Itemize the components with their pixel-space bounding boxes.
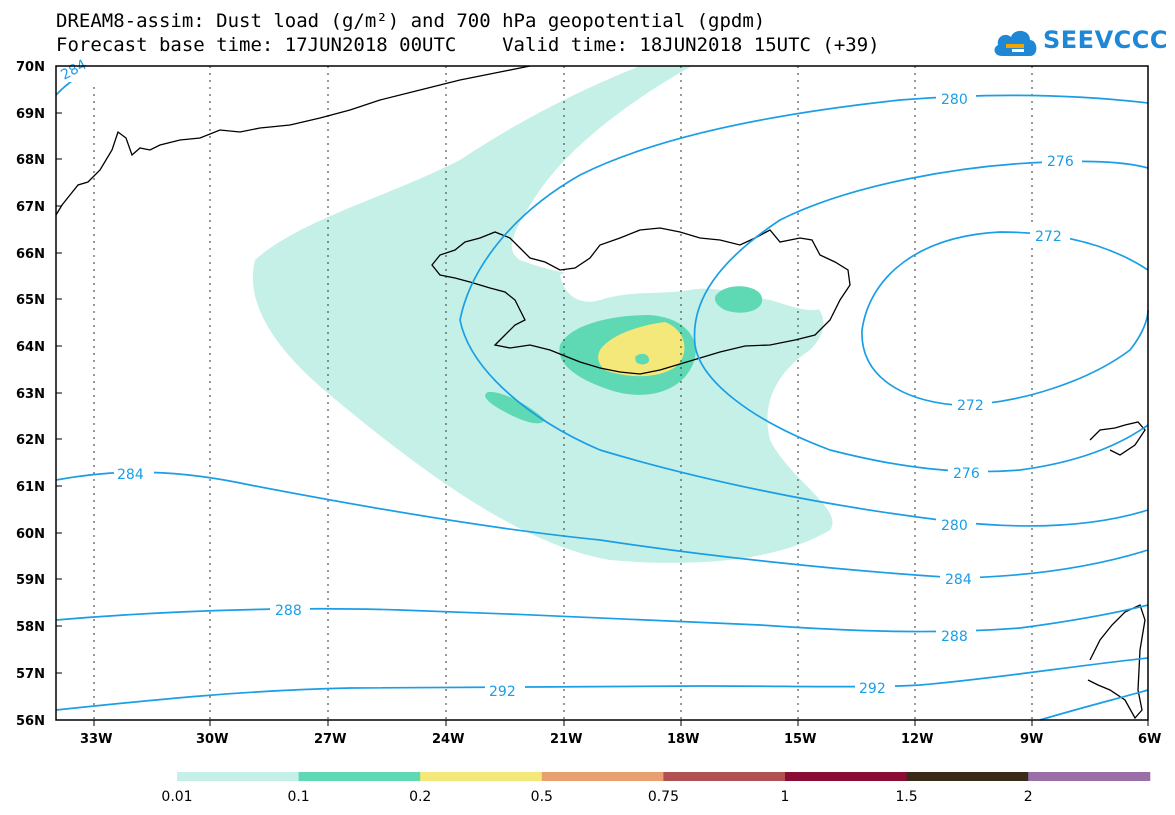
dust-area-mid-pocket xyxy=(635,353,650,365)
lat-label: 64N xyxy=(16,340,45,355)
lon-label: 15W xyxy=(784,732,816,747)
longitude-axis: 33W 30W 27W 24W 21W 18W 15W 12W 9W 6W xyxy=(80,720,1161,747)
lon-label: 24W xyxy=(432,732,464,747)
iceland-coast xyxy=(431,227,851,375)
contour-280-lower xyxy=(459,319,1149,527)
seevccc-logo: SEEVCCC xyxy=(990,20,1168,62)
colorbar-swatch xyxy=(785,772,908,781)
lat-label: 67N xyxy=(16,200,45,215)
contour-label: 284 xyxy=(945,572,972,588)
no-dust-gap xyxy=(560,263,830,311)
colorbar: 0.01 0.1 0.2 0.5 0.75 1 1.5 2 xyxy=(161,772,1151,805)
lon-label: 33W xyxy=(80,732,112,747)
dust-area-lowest xyxy=(252,66,833,563)
lat-label: 58N xyxy=(16,620,45,635)
latitude-axis: 70N 69N 68N 67N 66N 65N 64N 63N 62N 61N … xyxy=(16,60,62,729)
geopotential-contours xyxy=(55,65,1149,721)
dust-shading xyxy=(252,66,833,563)
contour-288 xyxy=(55,604,1149,633)
contour-label: 272 xyxy=(957,398,984,414)
logo-text: SEEVCCC xyxy=(1043,26,1168,54)
dust-area-mid xyxy=(598,322,685,377)
contour-296-partial xyxy=(1039,689,1149,721)
colorbar-label: 0.5 xyxy=(531,789,553,805)
contour-292 xyxy=(55,657,1149,711)
lat-label: 65N xyxy=(16,293,45,308)
contour-label: 292 xyxy=(489,684,516,700)
lon-label: 12W xyxy=(901,732,933,747)
contour-label: 280 xyxy=(941,518,968,534)
forecast-times: Forecast base time: 17JUN2018 00UTC Vali… xyxy=(56,34,880,56)
lat-label: 57N xyxy=(16,667,45,682)
dust-area-low-2 xyxy=(714,286,763,313)
colorbar-label: 2 xyxy=(1024,789,1033,805)
coastlines xyxy=(55,65,1146,720)
lat-label: 63N xyxy=(16,387,45,402)
colorbar-label: 0.75 xyxy=(648,789,679,805)
lon-label: 18W xyxy=(667,732,699,747)
colorbar-swatch xyxy=(1028,772,1151,781)
lat-label: 61N xyxy=(16,480,45,495)
colorbar-swatch xyxy=(298,772,421,781)
lat-label: 69N xyxy=(16,107,45,122)
contour-280 xyxy=(459,94,1149,321)
lat-label: 60N xyxy=(16,527,45,542)
contour-label: 288 xyxy=(275,603,302,619)
contour-label: 280 xyxy=(941,92,968,108)
cloud-icon xyxy=(994,30,1037,56)
colorbar-swatch xyxy=(541,772,664,781)
colorbar-label: 1 xyxy=(781,789,790,805)
greenland-coast xyxy=(55,65,531,216)
contour-label: 276 xyxy=(953,466,980,482)
contour-284 xyxy=(55,471,1149,579)
colorbar-swatch xyxy=(420,772,543,781)
contour-276 xyxy=(693,160,1149,346)
contour-label: 292 xyxy=(859,681,886,697)
faroe-norway-coast xyxy=(1089,421,1146,456)
lat-label: 56N xyxy=(16,714,45,729)
colorbar-swatch xyxy=(906,772,1029,781)
colorbar-swatch xyxy=(177,772,300,781)
contour-276-lower xyxy=(694,344,1149,473)
lon-label: 27W xyxy=(314,732,346,747)
contour-label: 284 xyxy=(117,467,144,483)
colorbar-label: 0.2 xyxy=(409,789,431,805)
lon-label: 21W xyxy=(550,732,582,747)
contour-label: 276 xyxy=(1047,154,1074,170)
colorbar-label: 0.1 xyxy=(287,789,309,805)
lon-label: 6W xyxy=(1138,732,1161,747)
lon-label: 9W xyxy=(1020,732,1043,747)
contour-272 xyxy=(861,231,1149,406)
colorbar-label: 0.01 xyxy=(161,789,192,805)
scotland-coast xyxy=(1087,604,1146,720)
lat-label: 68N xyxy=(16,153,45,168)
lat-label: 70N xyxy=(16,60,45,75)
lat-label: 66N xyxy=(16,247,45,262)
map-title: DREAM8-assim: Dust load (g/m²) and 700 h… xyxy=(56,10,766,32)
lat-label: 59N xyxy=(16,573,45,588)
lon-label: 30W xyxy=(196,732,228,747)
colorbar-swatch xyxy=(663,772,786,781)
contour-label: 288 xyxy=(941,629,968,645)
dust-area-low-3 xyxy=(485,391,545,424)
contour-label: 272 xyxy=(1035,229,1062,245)
colorbar-label: 1.5 xyxy=(895,789,917,805)
lat-label: 62N xyxy=(16,433,45,448)
